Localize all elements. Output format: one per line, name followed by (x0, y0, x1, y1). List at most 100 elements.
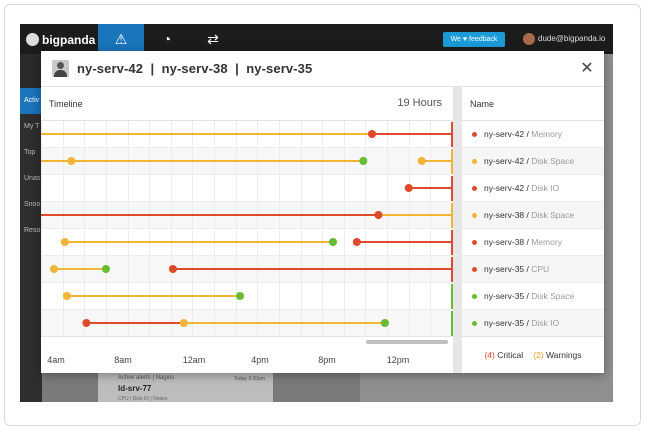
panda-icon (26, 33, 39, 47)
brand-logo[interactable]: bigpanda (26, 32, 95, 47)
sidebar-item-unassigned[interactable]: Unas (24, 175, 41, 182)
current-status-marker (451, 122, 453, 147)
name-row[interactable]: ny-serv-38 / Memory (462, 229, 604, 256)
sidebar-item-active[interactable]: Activ (20, 88, 42, 114)
current-status-marker (451, 176, 453, 201)
user-avatar-icon (52, 60, 69, 77)
name-separator: / (524, 237, 532, 247)
modal-title: ny-serv-42 | ny-serv-38 | ny-serv-35 (77, 61, 313, 76)
critical-label: Critical (497, 350, 524, 360)
timeline-event-point[interactable] (329, 238, 338, 246)
x-tick-label: 12am (182, 355, 206, 365)
status-dot-icon (472, 266, 477, 272)
name-separator: / (524, 129, 532, 139)
status-dot-icon (472, 131, 477, 137)
metric-name: Disk Space (531, 156, 575, 166)
timeline-event-point[interactable] (236, 292, 245, 300)
timeline-event-point[interactable] (374, 211, 383, 219)
sidebar-item-top[interactable]: Top (24, 149, 36, 156)
timeline-event-point[interactable] (359, 157, 368, 165)
modal-header: ny-serv-42 | ny-serv-38 | ny-serv-35 ✕ (41, 51, 604, 87)
tab-alerts[interactable]: ⚠ (98, 24, 144, 54)
name-list: ny-serv-42 / Memory ny-serv-42 / Disk Spa… (462, 121, 604, 337)
name-separator: / (524, 183, 532, 193)
timeline-header: Timeline 19 Hours (41, 87, 453, 121)
timeline-event-point[interactable] (101, 265, 110, 273)
sidebar-item-resolved[interactable]: Reso (24, 227, 41, 234)
tab-explore[interactable]: ◔ (144, 24, 190, 54)
name-row[interactable]: ny-serv-35 / Disk IO (462, 310, 604, 337)
timeline-label: Timeline (49, 99, 83, 109)
timeline-event-point[interactable] (82, 319, 91, 327)
timeline-event-point[interactable] (179, 319, 188, 327)
metric-name: Disk Space (531, 291, 575, 301)
timeline-event-point[interactable] (67, 157, 76, 165)
server-name: ny-serv-35 (484, 291, 525, 301)
close-icon[interactable]: ✕ (580, 60, 594, 77)
name-row[interactable]: ny-serv-42 / Disk IO (462, 175, 604, 202)
name-separator: / (524, 156, 532, 166)
x-tick-label: 4am (47, 355, 65, 365)
warning-triangle-icon: ⚠ (114, 30, 128, 47)
status-dot-icon (472, 239, 477, 245)
status-dot-icon (472, 185, 477, 191)
timeline-event-point[interactable] (352, 238, 361, 246)
timeline-event-point[interactable] (367, 130, 376, 138)
incident-card[interactable]: Active alerts | Nagios Today 3:20pm ld-s… (98, 369, 273, 402)
correlation-modal: ny-serv-42 | ny-serv-38 | ny-serv-35 ✕ T… (41, 51, 604, 373)
current-status-marker (451, 230, 453, 255)
user-avatar (523, 32, 535, 45)
sidebar-header (20, 54, 42, 88)
name-row[interactable]: ny-serv-42 / Disk Space (462, 148, 604, 175)
status-legend: (4) Critical (2) Warnings (462, 336, 604, 373)
tab-integrations[interactable]: ⇄ (190, 24, 236, 54)
timeline-event-point[interactable] (168, 265, 177, 273)
compass-icon: ◔ (162, 31, 172, 47)
sidebar-item-snoozed[interactable]: Snoo (24, 201, 41, 208)
current-status-marker (451, 284, 453, 309)
current-status-marker (451, 257, 453, 282)
sidebar-item-mine[interactable]: My T (24, 123, 40, 130)
critical-count: (4) (484, 350, 495, 360)
timeline-event-point[interactable] (380, 319, 389, 327)
status-dot-icon (472, 293, 477, 299)
warning-label: Warnings (545, 350, 582, 360)
name-separator: / (524, 318, 532, 328)
timeline-event-point[interactable] (417, 157, 426, 165)
timeline-chart[interactable] (41, 121, 453, 336)
incident-label: Active alerts | Nagios (118, 375, 175, 381)
legend-critical[interactable]: (4) Critical (484, 350, 523, 360)
name-row[interactable]: ny-serv-35 / CPU (462, 256, 604, 283)
incident-time: Today 3:20pm (233, 376, 265, 382)
metric-name: Disk Space (531, 210, 575, 220)
server-name: ny-serv-42 (484, 156, 525, 166)
user-email: dude@bigpanda.io (538, 34, 606, 43)
legend-warnings[interactable]: (2) Warnings (533, 350, 581, 360)
name-separator: / (524, 291, 532, 301)
metric-name: Disk IO (531, 318, 560, 328)
name-separator: / (524, 264, 532, 274)
incident-detail: CPU | Disk IO | Nodes (118, 396, 168, 402)
server-name: ny-serv-42 (484, 129, 525, 139)
timeline-scrollbar[interactable] (366, 340, 448, 344)
x-tick-label: 8pm (318, 355, 336, 365)
name-row[interactable]: ny-serv-42 / Memory (462, 121, 604, 148)
server-name: ny-serv-38 (484, 210, 525, 220)
x-tick-label: 8am (114, 355, 132, 365)
timeline-event-point[interactable] (62, 292, 71, 300)
timeline-event-point[interactable] (60, 238, 69, 246)
server-name: ny-serv-42 (484, 183, 525, 193)
top-bar: bigpanda ⚠ ◔ ⇄ We ♥ feedback dude@bigpan… (20, 24, 613, 57)
x-tick-label: 4pm (251, 355, 269, 365)
incident-host: ld-srv-77 (118, 384, 152, 393)
feedback-button[interactable]: We ♥ feedback (443, 32, 505, 47)
metric-name: Memory (531, 129, 562, 139)
pane-divider[interactable] (453, 87, 462, 373)
sync-icon: ⇄ (207, 30, 219, 47)
name-row[interactable]: ny-serv-35 / Disk Space (462, 283, 604, 310)
status-dot-icon (472, 158, 477, 164)
name-row[interactable]: ny-serv-38 / Disk Space (462, 202, 604, 229)
timeline-event-point[interactable] (49, 265, 58, 273)
warning-count: (2) (533, 350, 544, 360)
timeline-event-point[interactable] (404, 184, 413, 192)
